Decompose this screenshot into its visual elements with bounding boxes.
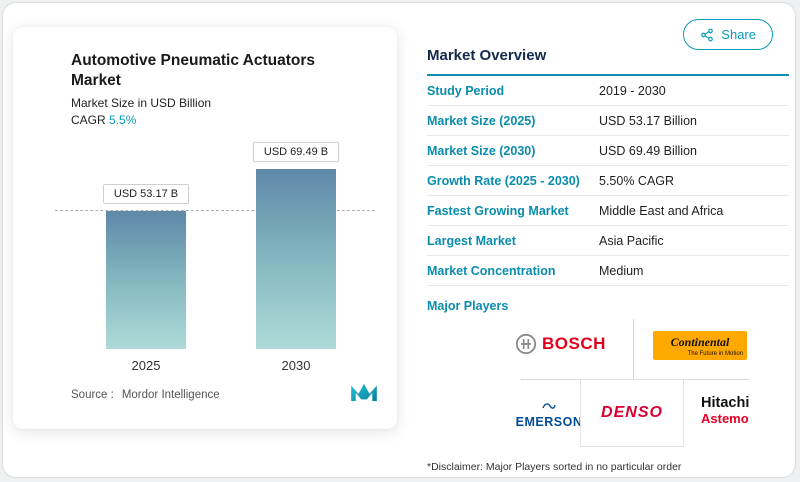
- mordor-intelligence-logo-icon: [349, 381, 379, 406]
- overview-row: Largest Market Asia Pacific: [427, 226, 789, 256]
- cagr-label: CAGR: [71, 113, 106, 128]
- chart-title: Automotive Pneumatic Actuators Market: [71, 52, 316, 90]
- market-overview-panel: Market Overview Study Period 2019 - 2030…: [427, 47, 789, 473]
- bar-group-2025: USD 53.17 B: [71, 184, 221, 350]
- emerson-logo-text: EMERSON: [515, 415, 583, 429]
- diagram-stem-line: [633, 319, 634, 379]
- overview-row-label: Market Size (2030): [427, 143, 536, 158]
- bosch-emblem-icon: [515, 333, 537, 355]
- bar[interactable]: [256, 169, 336, 350]
- overview-row-label: Study Period: [427, 83, 505, 98]
- share-button[interactable]: Share: [683, 19, 773, 50]
- chart-subtitle: Market Size in USD Billion: [71, 96, 212, 111]
- bar-group-2030: USD 69.49 B: [221, 142, 371, 350]
- cagr-value: 5.5%: [109, 113, 137, 128]
- bar[interactable]: [106, 211, 186, 350]
- bar-value-label-2030: USD 69.49 B: [252, 142, 340, 163]
- chart-cagr: CAGR 5.5%: [71, 113, 371, 127]
- overview-row-label: Growth Rate (2025 - 2030): [427, 173, 580, 188]
- overview-row-value: Middle East and Africa: [599, 203, 724, 218]
- source-label: Source :: [71, 389, 114, 402]
- bar-value-label-2025: USD 53.17 B: [102, 184, 190, 205]
- threshold-dashed-line: [55, 210, 375, 212]
- astemo-logo-text: Astemo: [701, 410, 749, 426]
- emerson-mark-icon: [542, 397, 556, 414]
- disclaimer-text: *Disclaimer: Major Players sorted in no …: [427, 461, 682, 473]
- major-players-diagram: BOSCH Continental The Future in Motion E…: [513, 315, 763, 451]
- source-value: Mordor Intelligence: [121, 389, 220, 402]
- overview-row: Market Size (2030) USD 69.49 Billion: [427, 136, 789, 166]
- denso-logo-text: DENSO: [601, 404, 663, 421]
- overview-row-label: Fastest Growing Market: [427, 203, 569, 218]
- bosch-logo: BOSCH: [515, 333, 606, 355]
- source-row: Source : Mordor Intelligence: [71, 384, 377, 402]
- hitachi-astemo-logo: Hitachi Astemo: [701, 395, 749, 427]
- share-button-label: Share: [721, 27, 756, 42]
- x-axis-labels: 2025 2030: [71, 358, 371, 373]
- overview-row-value: USD 53.17 Billion: [599, 113, 697, 128]
- emerson-logo: EMERSON: [513, 397, 585, 429]
- overview-row-label: Market Size (2025): [427, 113, 536, 128]
- overview-row-label: Largest Market: [427, 233, 516, 248]
- overview-row-value: USD 69.49 Billion: [599, 143, 697, 158]
- share-icon: [700, 28, 714, 42]
- continental-logo: Continental The Future in Motion: [653, 331, 747, 360]
- bar-groups: USD 53.17 B USD 69.49 B: [71, 139, 371, 350]
- overview-row: Study Period 2019 - 2030: [427, 76, 789, 106]
- hitachi-logo-text: Hitachi: [701, 395, 750, 411]
- bosch-logo-text: BOSCH: [542, 334, 606, 353]
- continental-logo-text: Continental: [670, 335, 730, 349]
- chart-card: Automotive Pneumatic Actuators Market Ma…: [13, 27, 397, 429]
- denso-logo: DENSO: [580, 379, 684, 447]
- x-axis-label-2030: 2030: [281, 358, 311, 374]
- bar-chart: USD 53.17 B USD 69.49 B: [55, 139, 375, 350]
- continental-tagline: The Future in Motion: [687, 351, 743, 357]
- overview-row: Market Size (2025) USD 53.17 Billion: [427, 106, 789, 136]
- overview-row: Market Concentration Medium: [427, 256, 789, 286]
- overview-row-value: 2019 - 2030: [599, 83, 666, 98]
- overview-row-value: 5.50% CAGR: [599, 173, 675, 188]
- overview-row-value: Medium: [599, 263, 644, 278]
- major-players-label: Major Players: [427, 299, 509, 313]
- overview-row-label: Market Concentration: [427, 263, 556, 278]
- overview-row-value: Asia Pacific: [599, 233, 664, 248]
- overview-row: Fastest Growing Market Middle East and A…: [427, 196, 789, 226]
- overview-row: Growth Rate (2025 - 2030) 5.50% CAGR: [427, 166, 789, 196]
- x-axis-label-2025: 2025: [131, 358, 161, 374]
- market-overview-title: Market Overview: [427, 47, 789, 76]
